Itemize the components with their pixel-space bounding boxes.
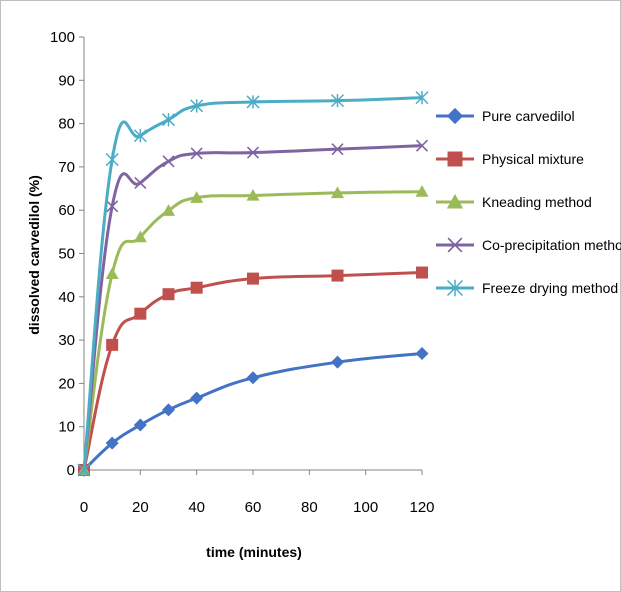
y-tick-label: 100: [50, 29, 75, 46]
series-pure-carvedilol: [77, 347, 429, 477]
data-point: [134, 307, 147, 320]
x-tick-label: 100: [353, 499, 378, 516]
legend-label: Co-precipitation method: [482, 237, 621, 253]
data-point: [330, 94, 345, 108]
data-point: [331, 143, 344, 156]
data-point: [331, 186, 344, 199]
legend-item: Co-precipitation method: [436, 237, 621, 253]
legend-label: Pure carvedilol: [482, 108, 575, 124]
data-point: [190, 281, 203, 294]
y-tick-label: 0: [67, 462, 75, 479]
y-tick-label: 50: [58, 246, 75, 263]
legend-item: Kneading method: [436, 193, 592, 210]
legend-label: Physical mixture: [482, 151, 584, 167]
data-point: [246, 146, 260, 159]
y-tick-label: 30: [58, 332, 75, 349]
legend-item: Physical mixture: [436, 151, 584, 167]
data-point: [246, 95, 260, 109]
series-line: [82, 190, 423, 471]
data-point: [162, 403, 175, 417]
data-point: [162, 155, 175, 168]
legend-marker: [446, 279, 464, 297]
data-point: [106, 200, 119, 213]
data-point: [133, 129, 147, 143]
data-point: [105, 267, 119, 280]
y-tick-label: 90: [58, 72, 75, 89]
legend-marker: [447, 237, 463, 253]
legend-item: Freeze drying method: [436, 279, 618, 297]
data-point: [246, 188, 260, 201]
legend-marker: [446, 107, 464, 125]
data-point: [415, 139, 429, 152]
x-tick-label: 60: [245, 499, 262, 516]
legend-label: Freeze drying method: [482, 280, 618, 296]
data-point: [133, 418, 147, 432]
y-tick-label: 70: [58, 159, 75, 176]
data-point: [190, 99, 204, 113]
data-point: [416, 266, 428, 279]
y-tick-label: 80: [58, 116, 75, 133]
series-layer: [77, 91, 429, 477]
y-axis-title: dissolved carvedilol (%): [26, 175, 42, 335]
y-tick-label: 60: [58, 202, 75, 219]
y-tick-label: 10: [58, 419, 75, 436]
legend-marker: [447, 151, 463, 167]
legend-marker: [446, 193, 464, 209]
x-tick-label: 20: [132, 499, 149, 516]
x-axis-title: time (minutes): [206, 544, 302, 560]
data-point: [415, 185, 429, 197]
axes: 0 10 20 30 40 50 60 70 80 90 100 0 20 40 60 80 100 120: [50, 29, 435, 516]
data-point: [415, 91, 429, 105]
x-tick-label: 120: [409, 499, 434, 516]
legend: Pure carvedilol Physical mixture Kneading …: [436, 107, 621, 297]
data-point: [415, 347, 429, 361]
data-point: [105, 152, 119, 167]
data-point: [190, 191, 204, 203]
legend-item: Pure carvedilol: [436, 107, 575, 125]
x-tick-label: 80: [301, 499, 318, 516]
data-point: [105, 436, 119, 450]
data-point: [77, 463, 91, 477]
y-tick-label: 40: [58, 289, 75, 306]
x-tick-label: 0: [80, 499, 88, 516]
series-line: [82, 352, 423, 472]
data-point: [331, 269, 344, 282]
data-point: [161, 113, 176, 127]
series-co-precipitation-method: [77, 139, 429, 477]
x-tick-label: 40: [188, 499, 205, 516]
data-point: [246, 371, 260, 385]
series-freeze-drying-method: [77, 91, 429, 477]
data-point: [190, 147, 203, 160]
data-point: [162, 288, 175, 301]
data-point: [331, 355, 344, 369]
data-point: [162, 204, 175, 216]
data-point: [133, 230, 147, 243]
data-point: [134, 176, 147, 189]
data-point: [247, 272, 259, 285]
data-point: [106, 338, 119, 351]
legend-label: Kneading method: [482, 194, 592, 210]
data-point: [190, 391, 204, 405]
y-tick-label: 20: [58, 375, 75, 392]
